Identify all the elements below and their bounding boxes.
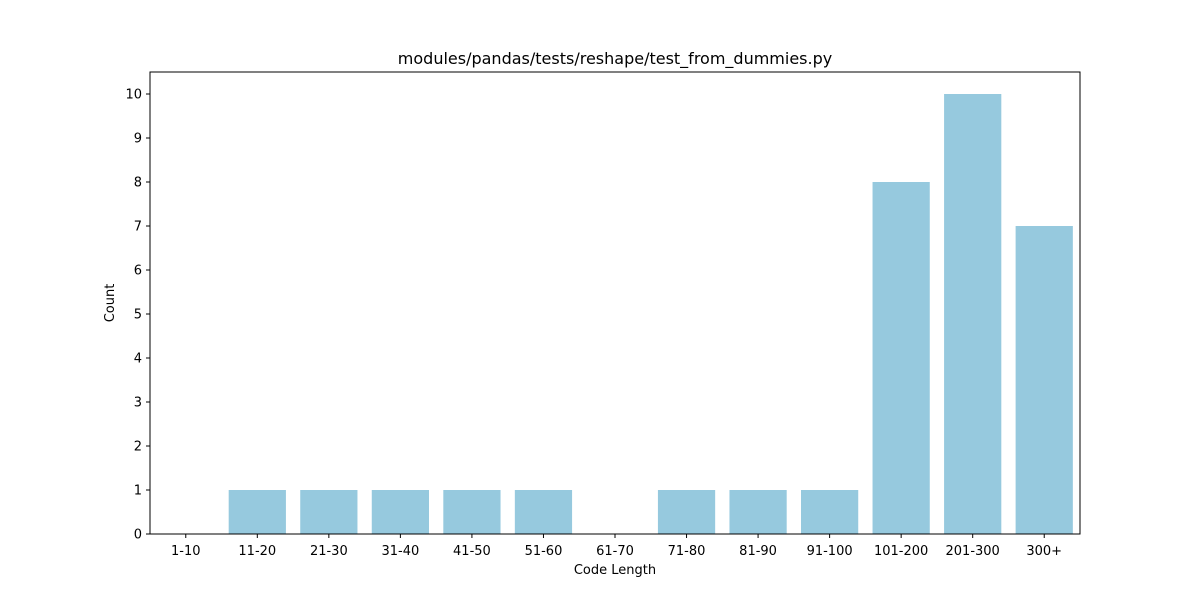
bars-group bbox=[228, 94, 1073, 534]
x-tick-label: 21-30 bbox=[310, 544, 348, 559]
bar-81-90 bbox=[729, 490, 787, 534]
y-tick-label: 5 bbox=[134, 308, 142, 323]
y-axis-ticks: 0 1 2 3 4 5 6 7 8 9 10 bbox=[125, 88, 150, 543]
x-tick-label: 300+ bbox=[1026, 544, 1062, 559]
x-tick-label: 51-60 bbox=[525, 544, 563, 559]
bar-21-30 bbox=[300, 490, 358, 534]
chart-title: modules/pandas/tests/reshape/test_from_d… bbox=[398, 49, 832, 69]
y-tick-label: 8 bbox=[134, 176, 142, 191]
bar-71-80 bbox=[657, 490, 716, 534]
x-tick-label: 81-90 bbox=[739, 544, 777, 559]
y-tick-label: 1 bbox=[134, 484, 142, 499]
y-tick-label: 4 bbox=[134, 352, 142, 367]
x-axis-ticks: 1-10 11-20 21-30 31-40 41-50 51-60 61-70 71-80 8… bbox=[171, 534, 1062, 559]
bar-201-300 bbox=[944, 94, 1002, 534]
y-tick-label: 7 bbox=[134, 220, 142, 235]
plot-area-frame bbox=[149, 71, 1081, 535]
x-tick-label: 11-20 bbox=[238, 544, 276, 559]
bar-31-40 bbox=[371, 490, 429, 534]
bar-11-20 bbox=[228, 490, 286, 534]
y-tick-label: 10 bbox=[125, 88, 142, 103]
x-axis-label: Code Length bbox=[574, 563, 656, 578]
y-tick-label: 9 bbox=[134, 132, 142, 147]
y-tick-label: 2 bbox=[134, 440, 142, 455]
y-axis-label: Count bbox=[103, 284, 118, 323]
bar-51-60 bbox=[514, 490, 573, 534]
x-tick-label: 71-80 bbox=[668, 544, 706, 559]
x-tick-label: 41-50 bbox=[453, 544, 491, 559]
x-tick-label: 1-10 bbox=[171, 544, 201, 559]
y-tick-label: 0 bbox=[134, 528, 142, 543]
bar-91-100 bbox=[801, 490, 859, 534]
x-tick-label: 61-70 bbox=[596, 544, 634, 559]
bar-300+ bbox=[1015, 226, 1073, 534]
x-tick-label: 31-40 bbox=[381, 544, 419, 559]
x-tick-label: 201-300 bbox=[946, 544, 1000, 559]
y-tick-label: 6 bbox=[134, 264, 142, 279]
bar-101-200 bbox=[872, 182, 930, 534]
y-tick-label: 3 bbox=[134, 396, 142, 411]
bar-41-50 bbox=[443, 490, 501, 534]
x-tick-label: 101-200 bbox=[874, 544, 928, 559]
x-tick-label: 91-100 bbox=[807, 544, 853, 559]
